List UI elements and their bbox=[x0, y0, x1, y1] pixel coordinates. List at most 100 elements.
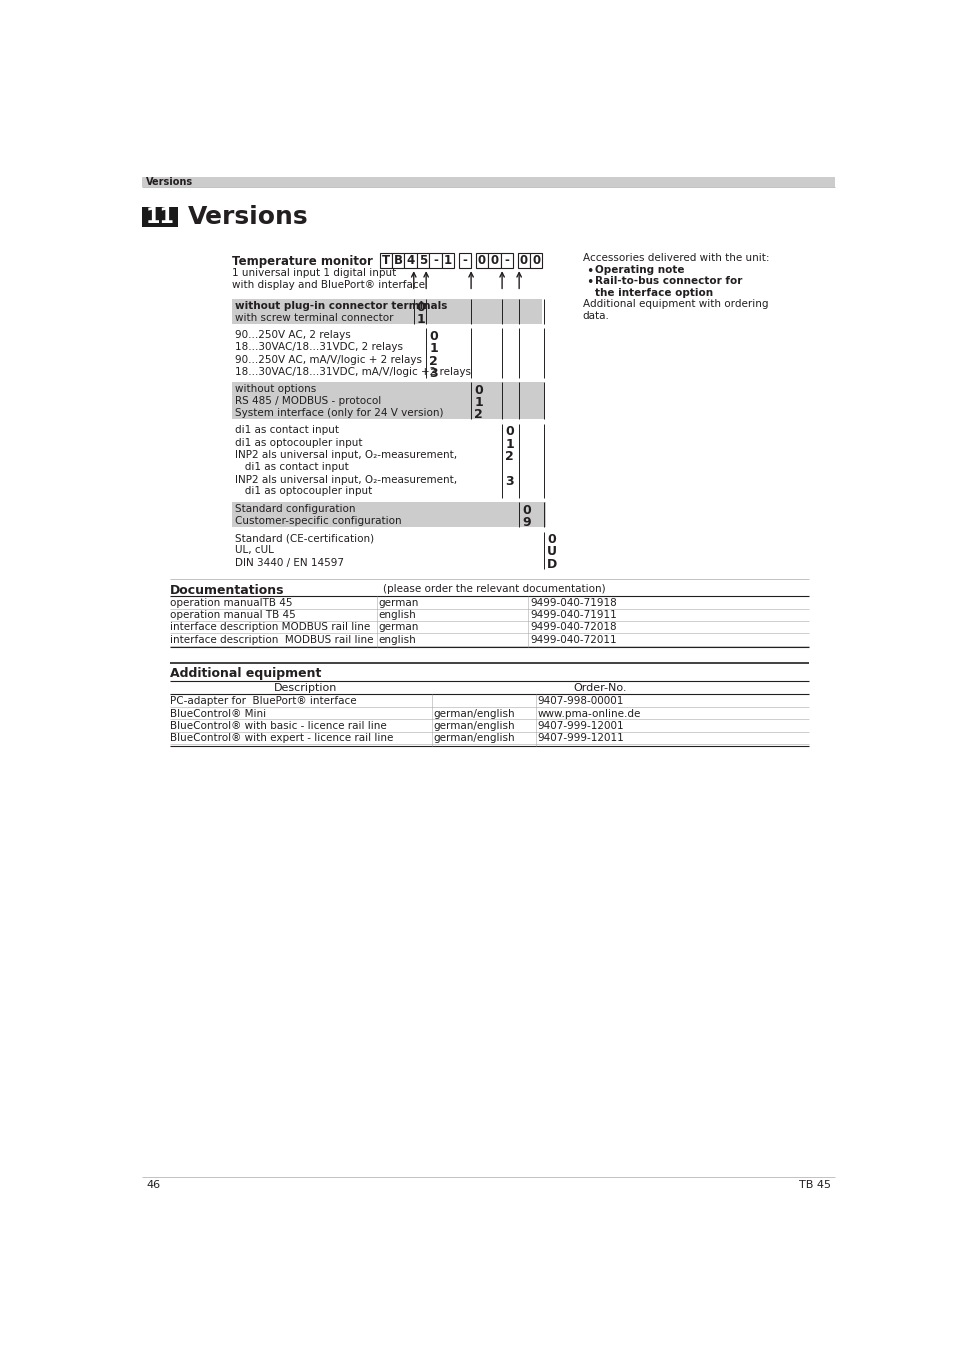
Text: 1: 1 bbox=[429, 342, 437, 355]
Text: operation manualTB 45: operation manualTB 45 bbox=[170, 598, 292, 608]
Bar bbox=[232, 300, 541, 324]
Text: Customer-specific configuration: Customer-specific configuration bbox=[234, 516, 401, 526]
Text: without plug-in connector terminals: without plug-in connector terminals bbox=[234, 301, 447, 310]
Bar bbox=[530, 252, 542, 269]
Text: operation manual TB 45: operation manual TB 45 bbox=[170, 610, 295, 620]
Text: Operating note: Operating note bbox=[595, 265, 684, 275]
Text: 9: 9 bbox=[521, 516, 530, 529]
Text: -: - bbox=[433, 254, 437, 267]
Text: 2: 2 bbox=[505, 450, 514, 463]
Text: Additional equipment: Additional equipment bbox=[170, 667, 320, 680]
Text: Temperature monitor: Temperature monitor bbox=[232, 255, 372, 269]
Text: D: D bbox=[546, 558, 557, 571]
Text: -: - bbox=[504, 254, 509, 267]
Text: 0: 0 bbox=[490, 254, 497, 267]
Text: 3: 3 bbox=[505, 475, 514, 487]
Text: Standard (CE-certification): Standard (CE-certification) bbox=[234, 533, 374, 543]
Text: Documentations: Documentations bbox=[170, 585, 284, 597]
Text: 90...250V AC, mA/V/logic + 2 relays: 90...250V AC, mA/V/logic + 2 relays bbox=[234, 355, 421, 364]
Text: 0: 0 bbox=[519, 254, 527, 267]
Text: 1: 1 bbox=[416, 313, 425, 325]
Text: -: - bbox=[462, 254, 467, 267]
Bar bbox=[379, 252, 392, 269]
Bar bbox=[441, 252, 454, 269]
Text: 9407-998-00001: 9407-998-00001 bbox=[537, 697, 623, 706]
Bar bbox=[392, 252, 404, 269]
Text: 9407-999-12001: 9407-999-12001 bbox=[537, 721, 623, 730]
Text: without options: without options bbox=[234, 383, 315, 394]
Text: 1: 1 bbox=[505, 437, 514, 451]
Text: BlueControl® with expert - licence rail line: BlueControl® with expert - licence rail … bbox=[170, 733, 393, 744]
Text: 5: 5 bbox=[418, 254, 427, 267]
Text: german/english: german/english bbox=[433, 733, 515, 744]
Bar bbox=[232, 382, 543, 420]
Text: 3: 3 bbox=[429, 367, 437, 379]
Text: 18...30VAC/18...31VDC, 2 relays: 18...30VAC/18...31VDC, 2 relays bbox=[234, 342, 402, 352]
Text: 2: 2 bbox=[474, 409, 482, 421]
Text: 0: 0 bbox=[429, 329, 437, 343]
Bar bbox=[404, 252, 416, 269]
Text: Rail-to-bus connector for
the interface option: Rail-to-bus connector for the interface … bbox=[595, 275, 741, 297]
Text: U: U bbox=[546, 545, 557, 559]
Text: german: german bbox=[378, 598, 418, 608]
Text: www.pma-online.de: www.pma-online.de bbox=[537, 709, 640, 718]
Text: english: english bbox=[378, 610, 416, 620]
Text: Order-No.: Order-No. bbox=[573, 683, 626, 694]
Text: german: german bbox=[378, 622, 418, 632]
Text: di1 as optocoupler input: di1 as optocoupler input bbox=[234, 437, 362, 448]
Text: RS 485 / MODBUS - protocol: RS 485 / MODBUS - protocol bbox=[234, 396, 380, 406]
Text: BlueControl® with basic - licence rail line: BlueControl® with basic - licence rail l… bbox=[170, 721, 386, 730]
Bar bbox=[476, 252, 488, 269]
Text: 90...250V AC, 2 relays: 90...250V AC, 2 relays bbox=[234, 329, 350, 340]
Text: INP2 als universal input, O₂-measurement,
   di1 as contact input: INP2 als universal input, O₂-measurement… bbox=[234, 450, 456, 471]
Text: 0: 0 bbox=[505, 425, 514, 439]
Bar bbox=[458, 252, 471, 269]
Text: 0: 0 bbox=[477, 254, 485, 267]
Text: 4: 4 bbox=[406, 254, 415, 267]
Text: T: T bbox=[381, 254, 390, 267]
Text: Additional equipment with ordering
data.: Additional equipment with ordering data. bbox=[582, 300, 767, 321]
Bar bbox=[416, 252, 429, 269]
Text: 1: 1 bbox=[443, 254, 452, 267]
Text: •: • bbox=[585, 265, 593, 278]
Text: 0: 0 bbox=[546, 533, 556, 547]
Text: 18...30VAC/18...31VDC, mA/V/logic +2 relays: 18...30VAC/18...31VDC, mA/V/logic +2 rel… bbox=[234, 367, 470, 377]
Text: di1 as contact input: di1 as contact input bbox=[234, 425, 338, 435]
Text: interface description  MODBUS rail line: interface description MODBUS rail line bbox=[170, 634, 373, 645]
Text: Standard configuration: Standard configuration bbox=[234, 504, 355, 514]
Text: Description: Description bbox=[274, 683, 336, 694]
Text: english: english bbox=[378, 634, 416, 645]
Text: 46: 46 bbox=[146, 1180, 160, 1189]
Bar bbox=[232, 502, 546, 526]
Text: 11: 11 bbox=[146, 207, 174, 227]
Text: B: B bbox=[394, 254, 402, 267]
Text: 0: 0 bbox=[416, 301, 425, 313]
Bar bbox=[142, 177, 835, 186]
Text: 9499-040-72011: 9499-040-72011 bbox=[530, 634, 616, 645]
Bar bbox=[517, 252, 530, 269]
Text: 2: 2 bbox=[429, 355, 437, 367]
Text: 9499-040-72018: 9499-040-72018 bbox=[530, 622, 616, 632]
Text: Accessories delivered with the unit:: Accessories delivered with the unit: bbox=[582, 252, 768, 263]
Text: 1: 1 bbox=[474, 396, 482, 409]
Bar bbox=[429, 252, 441, 269]
Text: 0: 0 bbox=[532, 254, 539, 267]
Text: PC-adapter for  BluePort® interface: PC-adapter for BluePort® interface bbox=[170, 697, 355, 706]
Text: 0: 0 bbox=[521, 504, 531, 517]
Text: (please order the relevant documentation): (please order the relevant documentation… bbox=[382, 585, 605, 594]
Text: INP2 als universal input, O₂-measurement,
   di1 as optocoupler input: INP2 als universal input, O₂-measurement… bbox=[234, 475, 456, 497]
Text: DIN 3440 / EN 14597: DIN 3440 / EN 14597 bbox=[234, 558, 343, 568]
Text: System interface (only for 24 V version): System interface (only for 24 V version) bbox=[234, 409, 443, 418]
Text: Versions: Versions bbox=[187, 205, 308, 230]
Text: UL, cUL: UL, cUL bbox=[234, 545, 274, 555]
Text: interface description MODBUS rail line: interface description MODBUS rail line bbox=[170, 622, 370, 632]
Text: german/english: german/english bbox=[433, 709, 515, 718]
Bar bbox=[500, 252, 513, 269]
Text: with screw terminal connector: with screw terminal connector bbox=[234, 313, 393, 323]
Text: Versions: Versions bbox=[146, 177, 193, 188]
Text: 9407-999-12011: 9407-999-12011 bbox=[537, 733, 624, 744]
Text: •: • bbox=[585, 275, 593, 289]
Text: TB 45: TB 45 bbox=[799, 1180, 831, 1189]
Bar bbox=[142, 207, 178, 227]
Text: german/english: german/english bbox=[433, 721, 515, 730]
